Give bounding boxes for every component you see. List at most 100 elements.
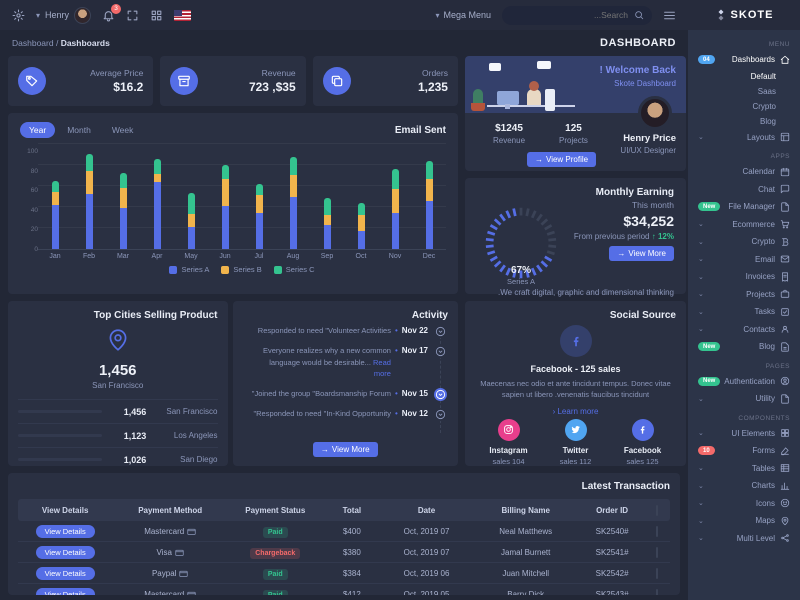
bullet-dot: • (394, 326, 398, 335)
sidebar-item-layouts[interactable]: ⌄ Layouts (688, 129, 800, 147)
sidebar-item-label: Layouts (746, 132, 775, 142)
social-source-title: Social Source (609, 310, 676, 321)
sidebar-subitem-default[interactable]: Default (750, 71, 776, 81)
top-city-value: 1,456 (98, 362, 137, 379)
social-twitter[interactable]: Twitter sales 112 (542, 418, 609, 466)
status-badge: Paid (262, 526, 288, 538)
hamburger-icon[interactable] (663, 9, 676, 22)
column-header[interactable]: View Details (41, 505, 89, 515)
view-details-button[interactable]: View Details (35, 524, 95, 538)
sidebar-item-label: Chat (758, 184, 775, 194)
briefcase-icon (780, 290, 790, 298)
sidebar-menu: MENU 04 Dashboards Default Saas Crypto Blog … (688, 30, 800, 600)
sidebar-badge: New (698, 342, 721, 352)
sidebar-item-maps[interactable]: ⌄ Maps (688, 512, 800, 530)
tab-year[interactable]: Year (20, 122, 56, 138)
chevron-down-icon: ⌄ (698, 517, 704, 525)
city-name: San Francisco (166, 407, 218, 416)
table-row: View Details Visa Chargeback $380 Oct, 2… (18, 542, 670, 563)
sidebar-item-icons[interactable]: ⌄ Icons (688, 495, 800, 513)
column-header[interactable]: Payment Method (138, 505, 203, 515)
x-tick: Aug (286, 253, 300, 260)
row-checkbox[interactable] (656, 588, 659, 595)
user-menu[interactable]: ▾ Henry (36, 6, 92, 24)
column-header[interactable]: Date (417, 505, 436, 515)
column-header[interactable]: Payment Status (245, 505, 306, 515)
sidebar-item-crypto[interactable]: ⌄ Crypto (688, 233, 800, 251)
bell-icon[interactable]: 3 (102, 3, 122, 22)
sidebar-item-tasks[interactable]: ⌄ Tasks (688, 303, 800, 321)
logo[interactable]: SKOTE (688, 0, 800, 30)
column-header[interactable]: Order ID (596, 505, 629, 515)
column-header[interactable]: Billing Name (501, 505, 550, 515)
sidebar-item-invoices[interactable]: ⌄ Invoices (688, 268, 800, 286)
view-profile-button[interactable]: → View Profile (527, 152, 597, 167)
sidebar-item-projects[interactable]: ⌄ Projects (688, 286, 800, 304)
sidebar-item-charts[interactable]: ⌄ Charts (688, 477, 800, 495)
sidebar-item-tables[interactable]: ⌄ Tables (688, 460, 800, 478)
latest-transaction-title: Latest Transaction (581, 481, 670, 492)
bar-apr (140, 144, 174, 249)
circlechev-icon (435, 410, 446, 420)
sidebar-item-label: Multi Level (736, 533, 775, 543)
row-checkbox[interactable] (656, 546, 659, 558)
sidebar-item-blog[interactable]: New Blog (688, 338, 800, 356)
row-checkbox[interactable] (656, 525, 659, 537)
activity-view-more-button[interactable]: → View More (312, 442, 378, 457)
apps-grid-icon[interactable] (150, 9, 163, 22)
sidebar-item-label: Forms (752, 446, 775, 456)
sidebar-item-ecommerce[interactable]: ⌄ Ecommerce (688, 216, 800, 234)
us-flag[interactable] (174, 9, 192, 21)
sidebar-item-email[interactable]: ⌄ Email (688, 251, 800, 269)
x-tick: Jun (219, 253, 231, 260)
view-details-button[interactable]: View Details (35, 566, 95, 580)
sidebar-subitem-saas[interactable]: Saas (757, 86, 776, 96)
select-all-checkbox[interactable] (656, 504, 659, 516)
tab-month[interactable]: Month (67, 125, 91, 135)
city-progress-track (18, 410, 102, 413)
read-more-link[interactable]: Read more (373, 357, 391, 378)
breadcrumb-row: Dashboard / Dashboards DASHBOARD (0, 30, 688, 56)
learn-more-link[interactable]: › Learn more (552, 406, 599, 416)
sidebar-item-utility[interactable]: ⌄ Utility (688, 390, 800, 408)
x-tick: Dec (422, 253, 436, 260)
sidebar-item-multi-level[interactable]: ⌄ Multi Level (688, 530, 800, 548)
gridline (38, 227, 446, 228)
monthly-view-more-button[interactable]: → View More (609, 246, 674, 261)
sidebar-item-ui-elements[interactable]: ⌄ UI Elements (688, 425, 800, 443)
gear-icon[interactable] (12, 9, 25, 22)
activity-item: Responded to need "Volunteer Activities … (243, 325, 447, 338)
chevron-down-icon: ⌄ (698, 482, 704, 490)
view-details-button[interactable]: View Details (35, 587, 95, 595)
sidebar-item-chat[interactable]: Chat (688, 181, 800, 199)
breadcrumb-parent[interactable]: Dashboard (12, 38, 54, 48)
sidebar-item-contacts[interactable]: ⌄ Contacts (688, 321, 800, 339)
bar-aug (276, 144, 310, 249)
sidebar-subitem-blog[interactable]: Blog (759, 116, 776, 126)
tab-week[interactable]: Week (111, 125, 134, 135)
notification-badge: 3 (111, 3, 122, 14)
chart-y-axis: 100 80 60 40 20 0 (20, 146, 38, 252)
social-instagram[interactable]: Instagram sales 104 (475, 418, 542, 466)
sidebar-subitem-crypto[interactable]: Crypto (752, 101, 776, 111)
view-details-button[interactable]: View Details (35, 545, 95, 559)
column-header[interactable]: Total (342, 505, 362, 515)
sidebar-item-calendar[interactable]: Calendar (688, 163, 800, 181)
bar-segment-series-b (221, 179, 229, 206)
row-checkbox[interactable] (656, 567, 659, 579)
sidebar-item-authentication[interactable]: New Authentication (688, 373, 800, 391)
sidebar-item-file-manager[interactable]: New File Manager (688, 198, 800, 216)
mega-menu-button[interactable]: ▾ Mega Menu (435, 10, 491, 20)
activity-date: Nov 17 (401, 346, 428, 356)
status-badge: Paid (262, 589, 288, 595)
social-facebook[interactable]: Facebook sales 125 (609, 418, 676, 466)
bar-dec (412, 144, 446, 249)
bar-feb (72, 144, 106, 249)
search-icon[interactable] (634, 10, 644, 20)
fullscreen-icon[interactable] (126, 9, 139, 22)
search-input[interactable] (502, 5, 652, 25)
sidebar-item-forms[interactable]: 10 Forms (688, 442, 800, 460)
sidebar-item-dashboards[interactable]: 04 Dashboards (688, 51, 800, 69)
tag-icon (26, 75, 38, 87)
bar-segment-series-c (85, 154, 93, 171)
